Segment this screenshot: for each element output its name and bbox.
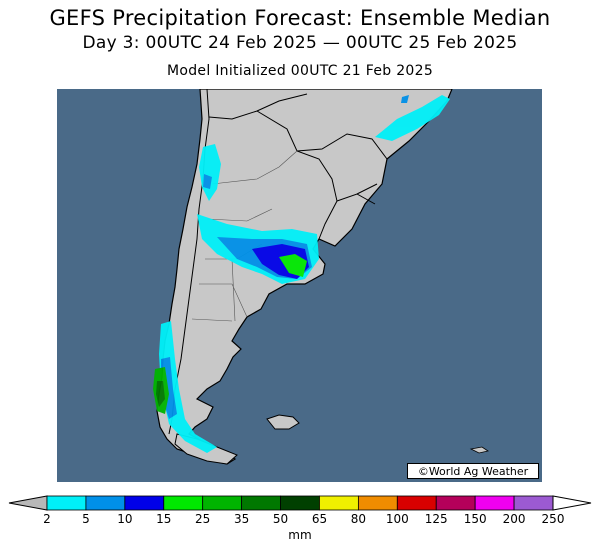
colorbar-tick-label: 35 [233,512,250,526]
colorbar-tick-label: 2 [43,512,51,526]
colorbar-units: mm [288,528,312,542]
colorbar-swatch [319,495,359,511]
colorbar-tick-label: 10 [117,512,133,526]
credit-label: ©World Ag Weather [407,463,539,479]
map-title: GEFS Precipitation Forecast: Ensemble Me… [49,6,551,30]
colorbar-tick-label: 15 [156,512,172,526]
colorbar-swatch [163,495,204,511]
precip-cyan-brazil [375,95,450,141]
colorbar-tick-label: 25 [195,512,211,526]
colorbar-tick-label: 100 [385,512,409,526]
colorbar-swatch [435,495,476,511]
colorbar-swatch [124,495,165,511]
colorbar-swatch [357,495,398,511]
colorbar-swatch [202,495,243,511]
colorbar-swatch [241,495,281,511]
precipitation-map [57,89,542,482]
country-borders [208,93,388,240]
precipitation-overlay [153,95,450,453]
colorbar-tick-label: 150 [463,512,487,526]
colorbar-swatch [396,495,437,511]
colorbar-under-triangle [8,495,48,511]
colorbar-swatch [85,495,126,511]
colorbar-swatch [46,495,87,511]
south-georgia-island [469,446,490,454]
colorbar-tick-label: 50 [272,512,289,526]
colorbar-tick-label: 5 [82,512,90,526]
falkland-islands [266,414,300,430]
colorbar-tick-label: 200 [502,512,526,526]
colorbar-tick-label: 250 [541,512,565,526]
model-init-time: Model Initialized 00UTC 21 Feb 2025 [166,63,434,79]
colorbar-swatch [513,495,554,511]
colorbar-swatch [474,495,515,511]
precip-dgreen-south [156,381,165,407]
colorbar-tick-label: 65 [311,512,328,526]
colorbar-tick-label: 80 [350,512,367,526]
precip-green-central [279,254,307,277]
precip-cyan-south [159,321,217,453]
forecast-period: Day 3: 00UTC 24 Feb 2025 — 00UTC 25 Feb … [82,33,518,53]
colorbar-swatch [280,495,320,511]
precip-blue-north [203,174,212,189]
precip-blue-brazil [401,95,409,103]
colorbar-tick-label: 125 [424,512,448,526]
precip-colorbar [8,495,592,511]
colorbar-over-triangle [552,495,592,511]
